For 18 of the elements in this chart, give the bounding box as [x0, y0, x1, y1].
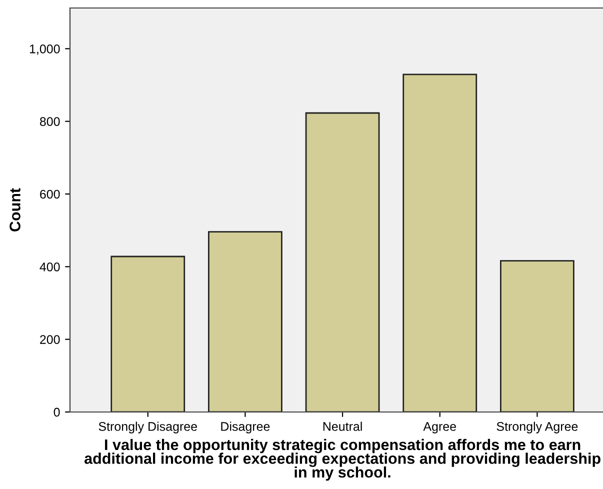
y-tick-label: 800	[40, 117, 60, 126]
bar	[208, 231, 282, 412]
y-tick-label: 400	[40, 262, 60, 272]
bar	[305, 112, 380, 412]
y-tick-label: 1,000	[30, 44, 60, 55]
x-tick-label: Neutral	[323, 422, 362, 431]
x-tick-label: Agree	[423, 422, 456, 434]
bar	[500, 260, 574, 412]
x-tick-label: Strongly Agree	[496, 422, 578, 434]
y-tick-label: 0	[54, 408, 60, 417]
bar	[110, 256, 186, 412]
y-axis-title: Count	[10, 188, 20, 232]
y-tick-label: 200	[40, 335, 60, 344]
x-axis-title: I value the opportunity strategic compensation affords me to earn additional income for exceeding expectations and providing leadership in my school.	[84, 438, 600, 481]
x-tick-label: Strongly Disagree	[98, 422, 197, 434]
x-tick-label: Disagree	[221, 422, 270, 434]
y-tick-label: 600	[40, 190, 60, 199]
bar	[402, 74, 478, 412]
